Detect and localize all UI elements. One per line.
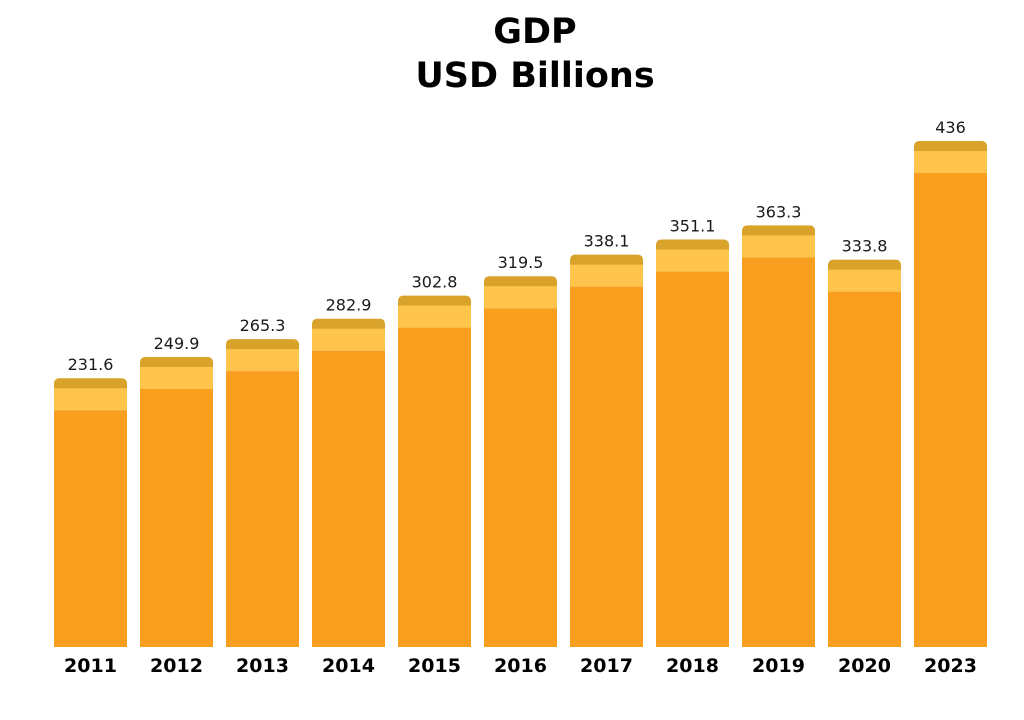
bar-band: [54, 388, 127, 411]
bar-2015: [398, 295, 471, 647]
x-axis-tick-labels: 2011 2012 2013 2014 2015 2016 2017 2018 2019 2020…: [64, 655, 977, 677]
x-tick-label: 2020: [838, 655, 891, 677]
bar-2011: [54, 378, 127, 647]
bar-2023: [914, 141, 987, 647]
bar-2017: [570, 254, 643, 647]
bar-body: [398, 327, 471, 647]
bar-2020: [828, 259, 901, 647]
value-labels-layer: 231.6 249.9 265.3 282.9 302.8 319.5 338.1 351.1…: [68, 118, 966, 374]
bar-body: [312, 350, 385, 647]
bar-body: [226, 371, 299, 647]
chart-subtitle: USD Billions: [415, 56, 655, 96]
bar-2016: [484, 276, 557, 647]
bar-band: [828, 269, 901, 292]
value-label: 231.6: [68, 355, 114, 374]
value-label: 351.1: [670, 217, 716, 236]
x-tick-label: 2013: [236, 655, 289, 677]
bar-band: [398, 305, 471, 328]
bar-body: [914, 173, 987, 647]
value-label: 436: [935, 118, 966, 137]
bar-band: [742, 235, 815, 258]
value-label: 302.8: [412, 273, 458, 292]
bar-band: [484, 286, 557, 309]
x-tick-label: 2023: [924, 655, 977, 677]
bar-band: [914, 151, 987, 174]
x-tick-label: 2011: [64, 655, 117, 677]
chart-title: GDP USD Billions: [0, 10, 1024, 98]
bar-band: [226, 349, 299, 372]
bar-body: [570, 286, 643, 647]
value-label: 319.5: [498, 253, 544, 272]
bar-body: [484, 308, 557, 647]
bar-band: [312, 328, 385, 351]
bar-body: [140, 388, 213, 647]
bar-band: [570, 264, 643, 287]
value-label: 363.3: [756, 202, 802, 221]
bar-2019: [742, 225, 815, 647]
x-tick-label: 2014: [322, 655, 375, 677]
value-label: 338.1: [584, 232, 630, 251]
bars-layer: [54, 141, 987, 647]
x-tick-label: 2019: [752, 655, 805, 677]
value-label: 249.9: [154, 334, 200, 353]
chart-title-main: GDP: [493, 12, 577, 52]
bar-2014: [312, 318, 385, 647]
x-tick-label: 2015: [408, 655, 461, 677]
x-tick-label: 2017: [580, 655, 633, 677]
value-label: 282.9: [326, 296, 372, 315]
x-tick-label: 2012: [150, 655, 203, 677]
value-label: 333.8: [842, 237, 888, 256]
bar-band: [656, 249, 729, 272]
x-tick-label: 2016: [494, 655, 547, 677]
bar-body: [742, 257, 815, 647]
bar-2018: [656, 239, 729, 647]
bar-body: [656, 271, 729, 647]
bar-band: [140, 366, 213, 389]
bar-body: [54, 410, 127, 647]
value-label: 265.3: [240, 316, 286, 335]
bar-body: [828, 291, 901, 647]
bar-2012: [140, 356, 213, 647]
bar-2013: [226, 339, 299, 647]
x-tick-label: 2018: [666, 655, 719, 677]
